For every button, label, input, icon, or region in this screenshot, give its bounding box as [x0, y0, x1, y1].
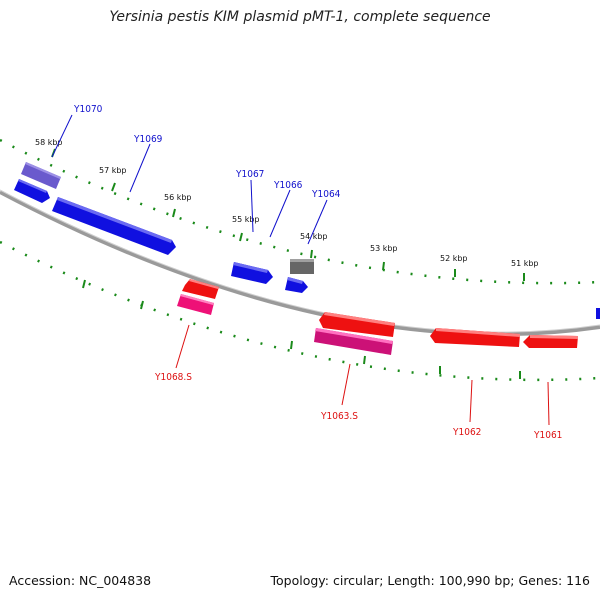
- gene-label-y1067: Y1067: [235, 169, 264, 180]
- gene-label-y1062: Y1062: [452, 427, 481, 438]
- gene-y1070b[interactable]: [14, 179, 50, 203]
- leader-lines: [51, 114, 550, 426]
- backbone-arc-highlight: [0, 189, 600, 333]
- scale-tick-label: 51 kbp: [511, 259, 539, 268]
- accession-text: Accession: NC_004838: [9, 573, 152, 588]
- gene-label-y1063s: Y1063.S: [320, 411, 358, 422]
- gene-label-y1061: Y1061: [533, 430, 562, 441]
- scale-tick-label: 57 kbp: [99, 166, 127, 175]
- gene-y1063s[interactable]: [314, 328, 393, 355]
- scale-tick-label: 58 kbp: [35, 138, 63, 147]
- scale-tick-label: 54 kbp: [300, 232, 328, 241]
- topology-summary: Topology: circular; Length: 100,990 bp; …: [270, 573, 591, 588]
- scale-tick-label: 53 kbp: [370, 244, 398, 253]
- gene-y1068-red[interactable]: [182, 279, 219, 299]
- scale-tick-label: 56 kbp: [164, 193, 192, 202]
- gene-y1064[interactable]: [290, 259, 314, 274]
- gene-label-y1070: Y1070: [73, 104, 103, 115]
- gene-y1062[interactable]: [430, 328, 520, 347]
- gene-y1067[interactable]: [231, 262, 273, 284]
- scale-tick-label: 55 kbp: [232, 215, 260, 224]
- gene-y1068s[interactable]: [177, 294, 214, 315]
- gene-edge-forward[interactable]: [596, 308, 600, 319]
- gene-label-y1069: Y1069: [133, 134, 163, 145]
- map-title: Yersinia pestis KIM plasmid pMT-1, compl…: [109, 9, 491, 25]
- gene-label-y1066: Y1066: [273, 180, 303, 191]
- gene-label-y1068s: Y1068.S: [154, 372, 192, 383]
- gene-y1066[interactable]: [285, 277, 308, 293]
- gene-label-y1064: Y1064: [311, 189, 341, 200]
- gene-y1070[interactable]: [21, 162, 61, 189]
- gene-y1063-red[interactable]: [319, 312, 395, 337]
- scale-tick-label: 52 kbp: [440, 254, 468, 263]
- inner-major-ticks: [82, 279, 521, 379]
- gene-y1061[interactable]: [523, 335, 578, 348]
- backbone-arc: [0, 190, 600, 337]
- gene-y1069[interactable]: [52, 197, 176, 255]
